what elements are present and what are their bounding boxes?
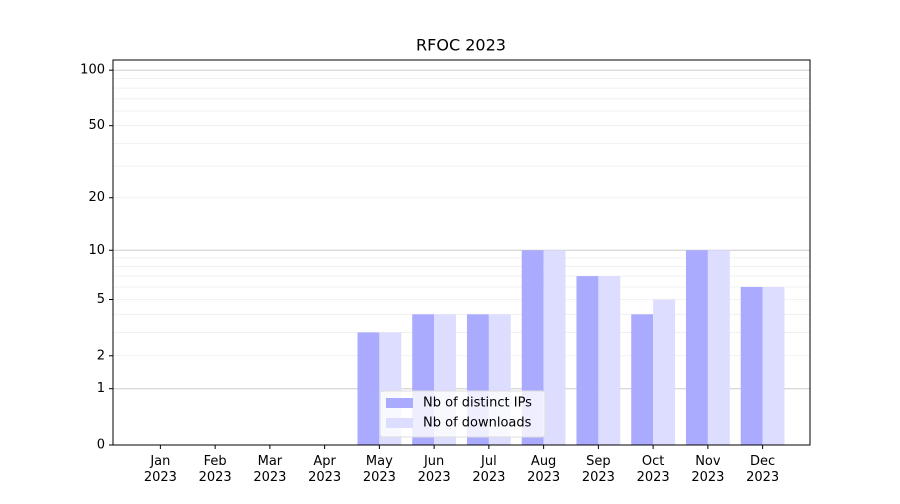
- x-tick-label-line: Sep: [586, 454, 611, 469]
- x-tick-label: Mar 2023: [253, 454, 286, 485]
- x-tick-label-line: Apr: [313, 454, 336, 469]
- x-tick-label-line: 2023: [363, 470, 396, 485]
- x-tick-label: Aug 2023: [527, 454, 560, 485]
- y-tick-label: 100: [80, 63, 105, 78]
- x-tick-label-line: Feb: [204, 454, 227, 469]
- x-tick-label: Sep 2023: [582, 454, 615, 485]
- x-tick-label: Jul 2023: [472, 454, 505, 485]
- bar: [576, 276, 599, 445]
- x-tick-label: Nov 2023: [691, 454, 724, 485]
- bar: [707, 250, 730, 445]
- x-tick-label-line: Jan: [149, 454, 170, 469]
- x-tick-label-line: 2023: [582, 470, 615, 485]
- x-tick-label: May 2023: [363, 454, 396, 485]
- x-tick-label: Dec 2023: [746, 454, 779, 485]
- x-tick-label-line: 2023: [199, 470, 232, 485]
- x-tick-label-line: 2023: [527, 470, 560, 485]
- chart-title: RFOC 2023: [416, 36, 506, 55]
- x-tick-label: Feb 2023: [199, 454, 232, 485]
- x-tick-label: Apr 2023: [308, 454, 341, 485]
- x-tick-label-line: 2023: [253, 470, 286, 485]
- x-tick-label: Jan 2023: [144, 454, 177, 485]
- x-tick-label-line: Nov: [695, 454, 721, 469]
- bar: [740, 286, 763, 445]
- legend-box: [379, 390, 546, 438]
- legend-label: Nb of distinct IPs: [423, 396, 532, 411]
- bar: [631, 314, 654, 445]
- y-tick-label: 0: [97, 438, 105, 453]
- x-tick-label-line: Oct: [642, 454, 664, 469]
- legend-swatch: [386, 418, 413, 428]
- x-tick-label-line: Dec: [750, 454, 775, 469]
- x-tick-label: Oct 2023: [637, 454, 670, 485]
- bar: [762, 286, 785, 445]
- bar: [653, 299, 676, 445]
- x-tick-label-line: Jul: [480, 454, 497, 469]
- y-tick-label: 20: [88, 190, 105, 205]
- x-tick-label-line: 2023: [691, 470, 724, 485]
- y-tick-label: 10: [88, 243, 105, 258]
- x-tick-label-line: 2023: [308, 470, 341, 485]
- bar: [598, 276, 621, 445]
- bar: [685, 250, 708, 445]
- legend-swatch: [386, 398, 413, 408]
- y-tick-label: 50: [88, 118, 105, 133]
- y-tick-label: 5: [97, 292, 105, 307]
- x-tick-label-line: 2023: [637, 470, 670, 485]
- bar: [543, 250, 566, 445]
- x-tick-label-line: 2023: [418, 470, 451, 485]
- x-tick-label-line: Mar: [258, 454, 283, 469]
- bar: [357, 332, 380, 445]
- plot-frame: [112, 59, 811, 446]
- legend-label: Nb of downloads: [423, 416, 532, 431]
- x-tick-label-line: Jun: [423, 454, 444, 469]
- y-tick-label: 2: [97, 348, 105, 363]
- y-tick-label: 1: [97, 381, 105, 396]
- x-tick-label: Jun 2023: [418, 454, 451, 485]
- x-tick-label-line: May: [366, 454, 393, 469]
- x-tick-label-line: 2023: [746, 470, 779, 485]
- x-tick-label-line: 2023: [472, 470, 505, 485]
- x-tick-label-line: Aug: [531, 454, 556, 469]
- x-tick-label-line: 2023: [144, 470, 177, 485]
